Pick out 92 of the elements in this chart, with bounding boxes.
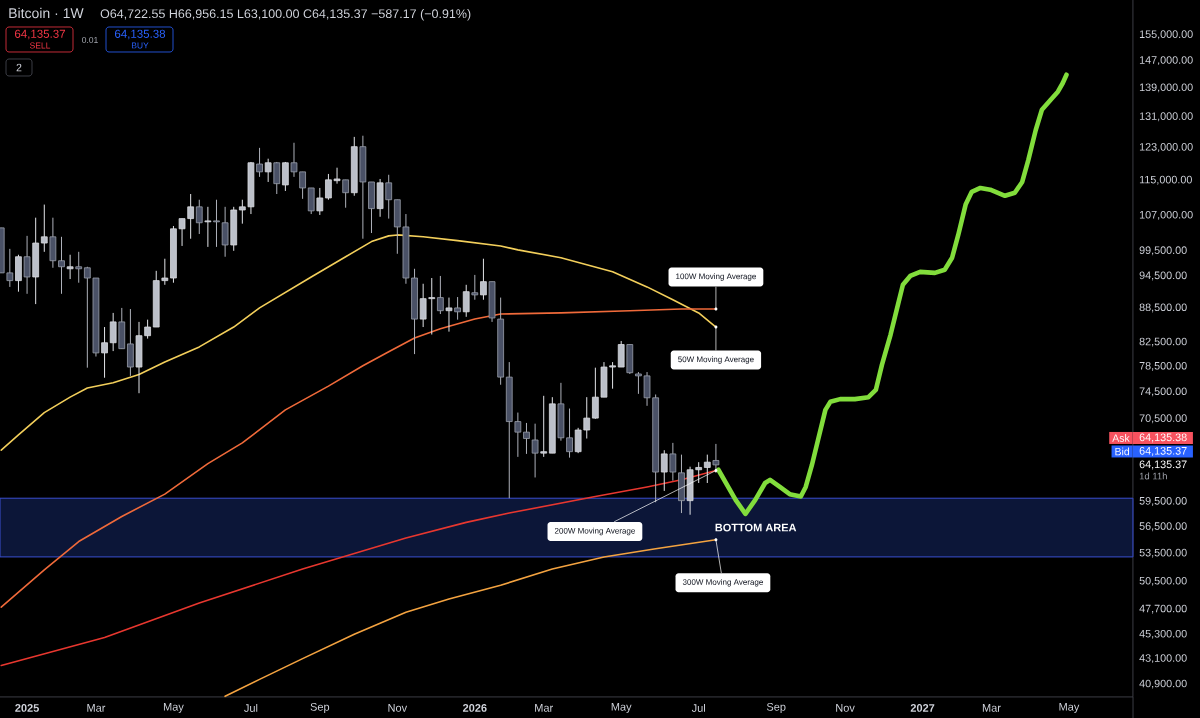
- y-tick-label: 155,000.00: [1139, 30, 1193, 40]
- y-tick-label: 53,500.00: [1139, 548, 1187, 558]
- candlestick: [273, 161, 281, 195]
- x-tick-label: Jul: [691, 703, 705, 712]
- x-tick-label: Jul: [244, 703, 258, 712]
- candlestick: [40, 204, 48, 253]
- y-tick-label: 74,500.00: [1139, 387, 1187, 397]
- candlestick: [195, 199, 203, 235]
- text: 100W Moving Average: [676, 273, 756, 281]
- candlestick: [342, 179, 350, 209]
- x-tick-label: 2025: [15, 704, 39, 712]
- y-tick-label: 88,500.00: [1139, 303, 1187, 313]
- candlestick: [454, 296, 461, 321]
- candlestick: [445, 297, 453, 333]
- y-tick-label: 115,000.00: [1139, 175, 1192, 185]
- candlestick: [101, 326, 108, 379]
- x-tick-label: Mar: [87, 704, 106, 712]
- candlestick: [282, 161, 289, 192]
- text: 300W Moving Average: [682, 579, 763, 587]
- text: 64,135.37: [1139, 460, 1187, 470]
- y-tick-label: 47,700.00: [1139, 604, 1187, 614]
- text: 64,135.38: [1139, 433, 1187, 443]
- y-tick-label: 82,500.00: [1139, 337, 1187, 347]
- candlestick: [75, 251, 83, 284]
- y-tick-label: 139,000.00: [1139, 83, 1193, 93]
- candlestick: [66, 254, 74, 280]
- y-tick-label: 94,500.00: [1139, 271, 1187, 281]
- candlestick: [15, 254, 22, 293]
- band-label: BOTTOM AREA: [715, 523, 797, 532]
- text: 64,135.37: [1139, 447, 1187, 456]
- candlestick: [23, 235, 31, 295]
- x-tick-label: 2026: [462, 704, 487, 712]
- x-tick-label: Mar: [535, 704, 553, 712]
- x-tick-label: May: [1059, 703, 1080, 713]
- y-tick-label: 147,000.00: [1139, 56, 1193, 66]
- y-tick-label: 70,500.00: [1139, 414, 1187, 424]
- candlestick: [617, 340, 625, 368]
- y-tick-label: 59,500.00: [1139, 497, 1187, 506]
- candlestick: [109, 312, 117, 352]
- candlestick: [540, 395, 548, 458]
- candlestick: [480, 258, 487, 301]
- chart-title: Bitcoin · 1W: [9, 7, 84, 19]
- annotation: 64,135.38: [115, 29, 166, 40]
- candlestick: [256, 147, 263, 178]
- y-tick-label: 45,300.00: [1139, 629, 1187, 639]
- annotation: 0.01: [82, 36, 98, 43]
- candlestick: [660, 449, 668, 492]
- annotation: SELL: [29, 42, 51, 49]
- point: [714, 469, 718, 472]
- y-tick-label: 43,100.00: [1139, 654, 1187, 664]
- y-tick-label: 40,900.00: [1139, 679, 1187, 689]
- annotation: Ask: [1112, 434, 1130, 442]
- text: 1d 11h: [1139, 472, 1167, 480]
- x-tick-label: May: [611, 703, 632, 713]
- candlestick: [204, 206, 212, 248]
- candlestick: [462, 284, 470, 318]
- candlestick: [127, 308, 134, 377]
- y-tick-label: 99,500.00: [1139, 246, 1187, 256]
- x-tick-label: Nov: [388, 704, 408, 712]
- y-tick-label: 131,000.00: [1139, 112, 1193, 122]
- y-tick-label: 50,500.00: [1139, 576, 1187, 586]
- candlestick: [49, 217, 57, 269]
- y-tick-label: 107,000.00: [1139, 210, 1193, 220]
- candlestick: [307, 187, 315, 215]
- candlestick: [264, 158, 272, 183]
- candlestick: [437, 275, 444, 315]
- candlestick: [531, 423, 539, 478]
- candlestick: [58, 236, 65, 295]
- x-tick-label: Nov: [836, 704, 855, 712]
- x-tick-label: Sep: [766, 702, 786, 713]
- candlestick: [703, 454, 711, 484]
- x-tick-label: Mar: [982, 704, 1001, 712]
- x-tick-label: May: [163, 703, 184, 713]
- x-tick-label: 2027: [910, 704, 935, 712]
- candlestick: [523, 422, 530, 455]
- annotation: 2: [16, 63, 22, 72]
- annotation: BUY: [131, 42, 149, 49]
- candlestick: [669, 442, 677, 482]
- candlestick: [385, 174, 393, 220]
- annotation: 64,135.37: [15, 29, 65, 40]
- candlestick: [213, 199, 220, 248]
- y-tick-label: 123,000.00: [1139, 143, 1193, 152]
- text: O64,722.55 H66,956.15 L63,100.00 C64,135.37 −587.17 (−0.91%): [100, 8, 471, 21]
- y-tick-label: 78,500.00: [1139, 361, 1187, 371]
- candlestick: [221, 206, 229, 258]
- y-tick-label: 56,500.00: [1139, 522, 1187, 532]
- text: 50W Moving Average: [678, 356, 754, 364]
- candlestick: [471, 274, 479, 301]
- text: 200W Moving Average: [554, 527, 635, 536]
- candlestick: [316, 187, 324, 216]
- x-tick-label: Sep: [310, 702, 330, 713]
- annotation: Bid: [1115, 447, 1130, 456]
